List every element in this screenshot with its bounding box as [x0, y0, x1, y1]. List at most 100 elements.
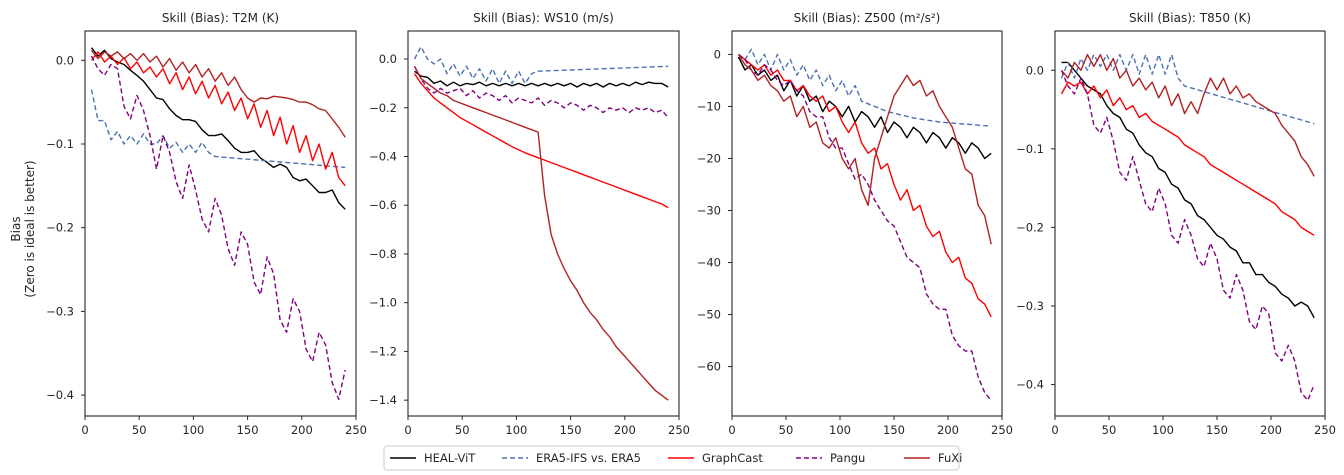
- chart-title: Skill (Bias): T2M (K): [162, 11, 279, 25]
- x-tick-label: 50: [455, 423, 470, 437]
- x-tick-label: 250: [345, 423, 367, 437]
- legend-item-graphcast: GraphCast: [668, 451, 763, 465]
- x-tick-label: 50: [132, 423, 147, 437]
- y-tick-label: −0.2: [46, 221, 74, 235]
- y-tick-label: −0.2: [369, 101, 397, 115]
- chart-title: Skill (Bias): T850 (K): [1129, 11, 1251, 25]
- x-tick-label: 200: [937, 423, 959, 437]
- plot-frame: [84, 30, 357, 417]
- series-line-graphcast: [413, 73, 669, 209]
- legend-label: FuXi: [938, 451, 962, 465]
- y-tick-label: −0.3: [1016, 299, 1044, 313]
- y-axis-label-line1: Bias: [9, 216, 23, 241]
- series-line-healvit: [737, 56, 992, 160]
- x-tick-label: 200: [614, 423, 636, 437]
- chart-panel-4: Skill (Bias): T850 (K) 0 50 100 150 200 250 0.0…: [1016, 11, 1336, 437]
- series-line-pangu: [1060, 70, 1315, 401]
- y-tick-label: −1.4: [369, 393, 397, 407]
- y-tick-label: −10: [697, 99, 721, 113]
- y-tick-label: −0.8: [369, 247, 397, 261]
- series-line-healvit: [414, 70, 669, 88]
- y-tick-label: −40: [697, 256, 721, 270]
- y-tick-label: 0.0: [379, 52, 397, 66]
- series-line-era5ifs: [1060, 53, 1315, 125]
- y-tick-label: −20: [697, 151, 721, 165]
- series-line-era5ifs: [738, 48, 992, 127]
- series-group: [413, 46, 669, 401]
- x-tick-label: 50: [1102, 423, 1117, 437]
- series-line-fuxi: [90, 49, 346, 138]
- x-tick-label: 150: [1206, 423, 1228, 437]
- chart-title-unit: (m²/s²): [896, 11, 941, 25]
- legend-label: HEAL-ViT: [424, 451, 476, 465]
- plot-frame: [407, 30, 680, 417]
- x-tick-label: 0: [1051, 423, 1058, 437]
- y-tick-label: −1.0: [369, 296, 397, 310]
- legend-item-pangu: Pangu: [796, 451, 865, 465]
- x-tick-label: 100: [182, 423, 204, 437]
- legend-label: ERA5-IFS vs. ERA5: [536, 451, 641, 465]
- legend-label: GraphCast: [702, 451, 763, 465]
- y-tick-label: 0: [714, 47, 721, 61]
- chart-panel-3: Skill (Bias): Z500 (m²/s²) 0 50 100 150 200 25…: [697, 11, 1013, 437]
- x-tick-label: 0: [404, 423, 411, 437]
- legend-item-era5ifs: ERA5-IFS vs. ERA5: [502, 451, 641, 465]
- series-line-fuxi: [1060, 53, 1315, 177]
- chart-title: Skill (Bias): Z500 (m²/s²): [794, 11, 941, 25]
- series-line-pangu: [90, 55, 346, 400]
- y-tick-label: −0.4: [46, 388, 74, 402]
- y-tick-label: −0.6: [369, 198, 397, 212]
- x-tick-label: 100: [829, 423, 851, 437]
- chart-panels: Skill (Bias): T2M (K) 0 50 100 150 200 250 0.0 −…: [46, 11, 1336, 437]
- series-line-pangu: [738, 53, 992, 401]
- series-line-era5ifs: [90, 89, 346, 169]
- x-tick-label: 150: [883, 423, 905, 437]
- x-tick-label: 100: [505, 423, 527, 437]
- y-axis-label-line2: (Zero is ideal is better): [23, 160, 37, 297]
- series-line-healvit: [90, 47, 346, 210]
- x-tick-label: 100: [1152, 423, 1174, 437]
- series-line-healvit: [1061, 61, 1315, 319]
- x-tick-label: 0: [728, 423, 735, 437]
- legend-label: Pangu: [830, 451, 865, 465]
- legend: HEAL-ViT ERA5-IFS vs. ERA5 GraphCast Pangu F…: [383, 445, 962, 471]
- chart-title: Skill (Bias): WS10 (m/s): [473, 11, 614, 25]
- y-tick-label: −30: [697, 203, 721, 217]
- series-group: [1060, 53, 1315, 401]
- y-tick-label: −0.4: [369, 149, 397, 163]
- x-tick-label: 250: [1314, 423, 1336, 437]
- series-group: [90, 47, 346, 400]
- x-tick-label: 250: [668, 423, 690, 437]
- y-tick-label: −0.1: [1016, 142, 1044, 156]
- x-tick-label: 150: [560, 423, 582, 437]
- x-tick-label: 150: [237, 423, 259, 437]
- series-line-pangu: [413, 65, 669, 118]
- chart-panel-2: Skill (Bias): WS10 (m/s) 0 50 100 150 200 250 0…: [369, 11, 690, 437]
- x-tick-label: 200: [291, 423, 313, 437]
- legend-item-healvit: HEAL-ViT: [390, 451, 476, 465]
- y-tick-label: −0.4: [1016, 378, 1044, 392]
- y-tick-label: −50: [697, 308, 721, 322]
- series-line-fuxi: [413, 65, 669, 401]
- x-tick-label: 0: [81, 423, 88, 437]
- series-line-era5ifs: [413, 46, 669, 85]
- y-tick-label: −1.2: [369, 344, 397, 358]
- x-tick-label: 250: [991, 423, 1013, 437]
- x-tick-label: 50: [779, 423, 794, 437]
- series-group: [737, 48, 992, 401]
- chart-panel-1: Skill (Bias): T2M (K) 0 50 100 150 200 250 0.0 −…: [46, 11, 367, 437]
- series-line-graphcast: [1060, 81, 1315, 236]
- y-tick-label: −0.3: [46, 304, 74, 318]
- series-line-graphcast: [738, 53, 992, 318]
- y-tick-label: −60: [697, 360, 721, 374]
- plot-frame: [731, 30, 1003, 417]
- y-tick-label: −0.1: [46, 137, 74, 151]
- series-line-fuxi: [737, 54, 992, 245]
- y-tick-label: −0.2: [1016, 220, 1044, 234]
- plot-frame: [1054, 30, 1326, 417]
- series-line-graphcast: [90, 51, 346, 187]
- x-tick-label: 200: [1260, 423, 1282, 437]
- legend-item-fuxi: FuXi: [904, 451, 962, 465]
- y-tick-label: 0.0: [1026, 63, 1044, 77]
